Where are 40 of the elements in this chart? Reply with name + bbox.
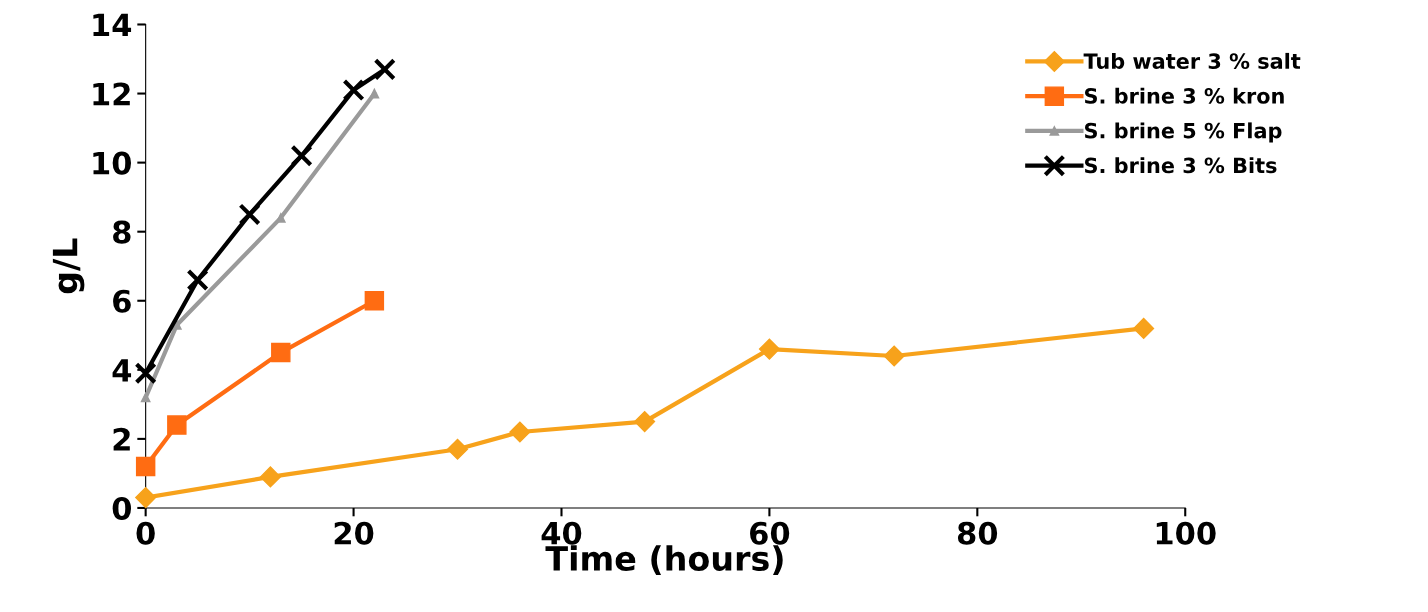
x-tick-label: 80 (957, 521, 998, 545)
point (1133, 317, 1155, 339)
y-tick-label: 2 (113, 427, 130, 451)
y-tick-label: 4 (112, 359, 132, 382)
legend-label: S. brine 3 % Bits (1085, 157, 1277, 174)
y-tick-label: 12 (93, 82, 130, 106)
point (369, 88, 380, 99)
point (140, 392, 151, 403)
y-tick-label: 8 (113, 220, 131, 244)
y-tick-label: 0 (112, 496, 131, 520)
point (135, 487, 157, 509)
point (290, 144, 313, 167)
point (238, 203, 261, 226)
point (634, 411, 656, 433)
y-tick-label: 6 (113, 289, 131, 313)
legend-label: S. brine 5 % Flap (1085, 122, 1282, 143)
x-tick-label: 60 (750, 521, 790, 545)
x-tick-label: 40 (541, 521, 582, 545)
point (167, 415, 187, 435)
point (509, 421, 531, 443)
point (271, 342, 291, 363)
point (186, 268, 209, 292)
point (342, 78, 365, 102)
y-tick-label: 14 (93, 13, 132, 37)
point (259, 466, 281, 488)
point (134, 362, 157, 385)
point (373, 58, 396, 81)
point (364, 291, 385, 311)
point (758, 338, 780, 360)
point (447, 438, 469, 460)
x-tick-label: 0 (136, 521, 155, 545)
x-axis-title: Time (hours) (545, 545, 783, 575)
y-axis-title: g/L (52, 238, 85, 294)
point (883, 345, 905, 367)
y-tick-label: 10 (93, 151, 131, 175)
x-tick-label: 20 (334, 521, 374, 545)
legend-label: Tub water 3 % salt (1083, 52, 1301, 70)
legend-label: S. brine 3 % kron (1085, 87, 1284, 104)
x-tick-label: 100 (1156, 521, 1216, 545)
point (135, 456, 156, 477)
